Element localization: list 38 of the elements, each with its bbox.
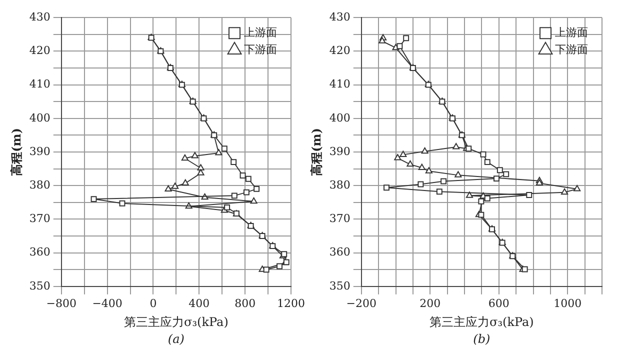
y-axis-title: 高程(m) [309,128,324,176]
x-tick-label: −400 [92,296,122,310]
y-tick-label: 350 [29,279,50,292]
y-tick-label: 420 [29,44,50,58]
x-tick-label: 200 [420,296,441,310]
y-tick-label: 410 [29,78,50,91]
y-tick-label: 360 [329,246,350,259]
x-tick-label: −200 [346,296,377,310]
x-tick-label: 600 [488,296,510,310]
y-tick-label: 430 [329,10,350,24]
y-tick-label: 410 [329,78,350,91]
x-tick-label: 400 [188,296,210,310]
y-tick-label: 390 [329,144,350,158]
y-tick-label: 390 [29,144,50,158]
y-axis-title: 高程(m) [9,128,24,176]
y-tick-label: 420 [329,44,350,58]
y-tick-label: 370 [29,212,50,226]
legend-label: 上游面 [244,26,278,39]
x-tick-label: 800 [234,296,256,310]
y-tick-label: 400 [329,111,350,124]
text: (a) [168,332,185,346]
legend-label: 上游面 [555,26,588,39]
y-tick-label: 370 [329,212,350,226]
text: (b) [473,332,491,346]
x-tick-label: 0 [150,296,157,310]
legend-label: 下游面 [244,42,278,56]
x-tick-label: 1200 [277,296,306,310]
y-tick-label: 380 [329,178,350,192]
legend-label: 下游面 [555,42,588,56]
y-tick-label: 400 [29,111,50,124]
y-tick-label: 380 [29,178,50,192]
x-tick-label: −800 [46,296,77,310]
y-tick-label: 430 [29,10,50,24]
x-axis-title: 第三主应力σ₃(kPa) [430,314,534,329]
y-tick-label: 350 [329,279,350,292]
y-tick-label: 360 [29,246,50,259]
x-tick-label: 1000 [554,296,582,310]
x-axis-title: 第三主应力σ₃(kPa) [124,314,228,329]
